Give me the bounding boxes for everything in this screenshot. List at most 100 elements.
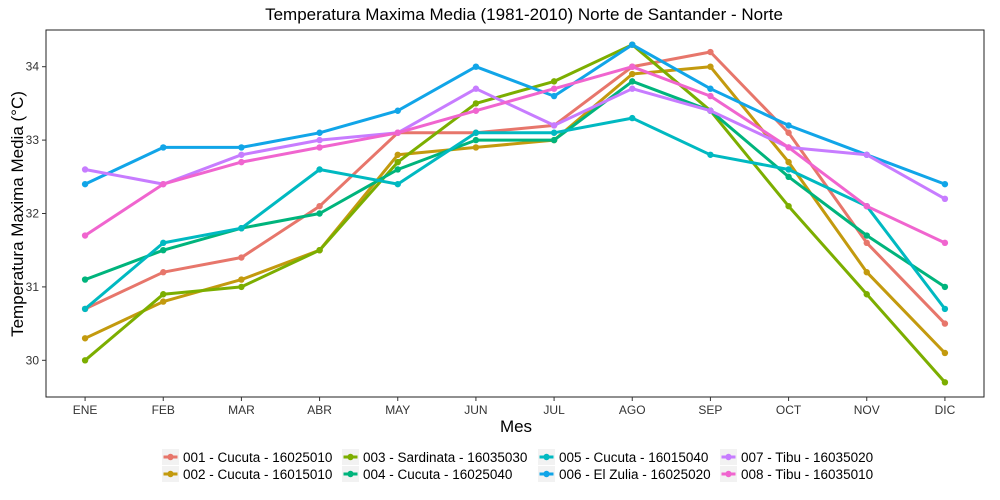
- data-point: [160, 144, 167, 151]
- data-point: [863, 202, 870, 210]
- data-point: [629, 85, 636, 92]
- data-point: [316, 202, 323, 210]
- data-point: [941, 305, 949, 313]
- legend-label: 001 - Cucuta - 16025010: [183, 450, 332, 465]
- legend-label: 005 - Cucuta - 16015040: [559, 450, 708, 465]
- data-point: [316, 136, 323, 144]
- x-tick-label: NOV: [854, 403, 880, 417]
- data-point: [629, 63, 636, 70]
- data-point: [238, 151, 245, 158]
- data-point: [81, 166, 89, 173]
- data-point: [394, 180, 401, 188]
- x-tick-label: FEB: [152, 403, 175, 417]
- x-axis-title: Mes: [500, 417, 532, 436]
- data-point: [863, 291, 870, 298]
- y-axis-title: Temperatura Maxima Media (°C): [8, 91, 27, 337]
- series-line: [83, 43, 947, 186]
- legend-key-point: [543, 470, 550, 478]
- data-point: [707, 151, 714, 158]
- data-point: [941, 379, 949, 386]
- data-point: [941, 239, 949, 247]
- data-point: [81, 232, 89, 239]
- data-point: [629, 70, 636, 78]
- data-point: [160, 298, 167, 305]
- x-axis: ENE FEB MAR ABR MAY JUN JUL AGO SEP OCT NOV DIC: [73, 397, 956, 417]
- y-tick-label: 33: [26, 133, 40, 147]
- data-point: [316, 247, 323, 254]
- data-point: [394, 129, 401, 136]
- data-point: [472, 144, 480, 151]
- legend-label: 008 - Tibu - 16035010: [741, 467, 873, 482]
- legend-key-point: [725, 453, 732, 461]
- data-point: [785, 129, 792, 136]
- x-tick-label: ABR: [307, 403, 332, 417]
- series-layer: [81, 41, 949, 386]
- data-point: [394, 166, 401, 173]
- legend-key-point: [347, 453, 354, 461]
- legend-label: 006 - El Zulia - 16025020: [559, 467, 711, 482]
- data-point: [81, 180, 89, 188]
- data-point: [472, 100, 480, 107]
- legend: 001 - Cucuta - 16025010 002 - Cucuta - 16…: [162, 449, 873, 482]
- data-point: [941, 349, 949, 357]
- x-tick-label: SEP: [698, 403, 722, 417]
- legend-item: 004 - Cucuta - 16025040: [342, 466, 512, 482]
- data-point: [707, 107, 714, 114]
- legend-item: 008 - Tibu - 16035010: [720, 466, 873, 482]
- data-point: [785, 144, 792, 151]
- data-point: [863, 239, 870, 247]
- x-tick-label: JUN: [464, 403, 487, 417]
- data-point: [707, 85, 714, 92]
- data-point: [238, 254, 245, 261]
- data-point: [550, 136, 558, 144]
- series-line: [83, 65, 947, 355]
- data-point: [785, 202, 792, 210]
- data-point: [394, 158, 401, 166]
- data-point: [785, 173, 792, 180]
- data-point: [238, 144, 245, 151]
- data-point: [238, 283, 245, 291]
- data-point: [785, 122, 792, 129]
- data-point: [81, 357, 89, 364]
- x-tick-label: MAY: [385, 403, 410, 417]
- x-tick-label: DIC: [935, 403, 956, 417]
- x-tick-label: AGO: [619, 403, 646, 417]
- data-point: [785, 166, 792, 173]
- y-tick-label: 31: [26, 280, 40, 294]
- data-point: [785, 158, 792, 166]
- data-point: [550, 122, 558, 129]
- legend-label: 004 - Cucuta - 16025040: [363, 467, 512, 482]
- legend-label: 002 - Cucuta - 16015010: [183, 467, 332, 482]
- data-point: [472, 136, 480, 144]
- legend-item: 005 - Cucuta - 16015040: [538, 449, 708, 465]
- y-tick-label: 32: [26, 207, 40, 221]
- data-point: [707, 48, 714, 56]
- data-point: [160, 291, 167, 298]
- data-point: [238, 158, 245, 166]
- data-point: [160, 269, 167, 276]
- data-point: [394, 151, 401, 158]
- data-point: [550, 78, 558, 85]
- data-point: [941, 283, 949, 291]
- data-point: [472, 85, 480, 92]
- data-point: [316, 129, 323, 136]
- series-line: [83, 65, 947, 245]
- series-8: [81, 63, 949, 247]
- data-point: [550, 129, 558, 136]
- legend-key-point: [347, 470, 354, 478]
- data-point: [863, 232, 870, 239]
- legend-label: 007 - Tibu - 16035020: [741, 450, 873, 465]
- y-axis: 30 31 32 33 34: [26, 60, 46, 367]
- data-point: [550, 92, 558, 100]
- data-point: [707, 63, 714, 70]
- data-point: [472, 129, 480, 136]
- data-point: [238, 276, 245, 283]
- legend-item: 006 - El Zulia - 16025020: [538, 466, 711, 482]
- data-point: [629, 41, 636, 48]
- x-tick-label: JUL: [543, 403, 565, 417]
- data-point: [629, 114, 636, 122]
- legend-key-point: [167, 453, 174, 461]
- data-point: [81, 305, 89, 313]
- y-tick-label: 34: [26, 60, 40, 74]
